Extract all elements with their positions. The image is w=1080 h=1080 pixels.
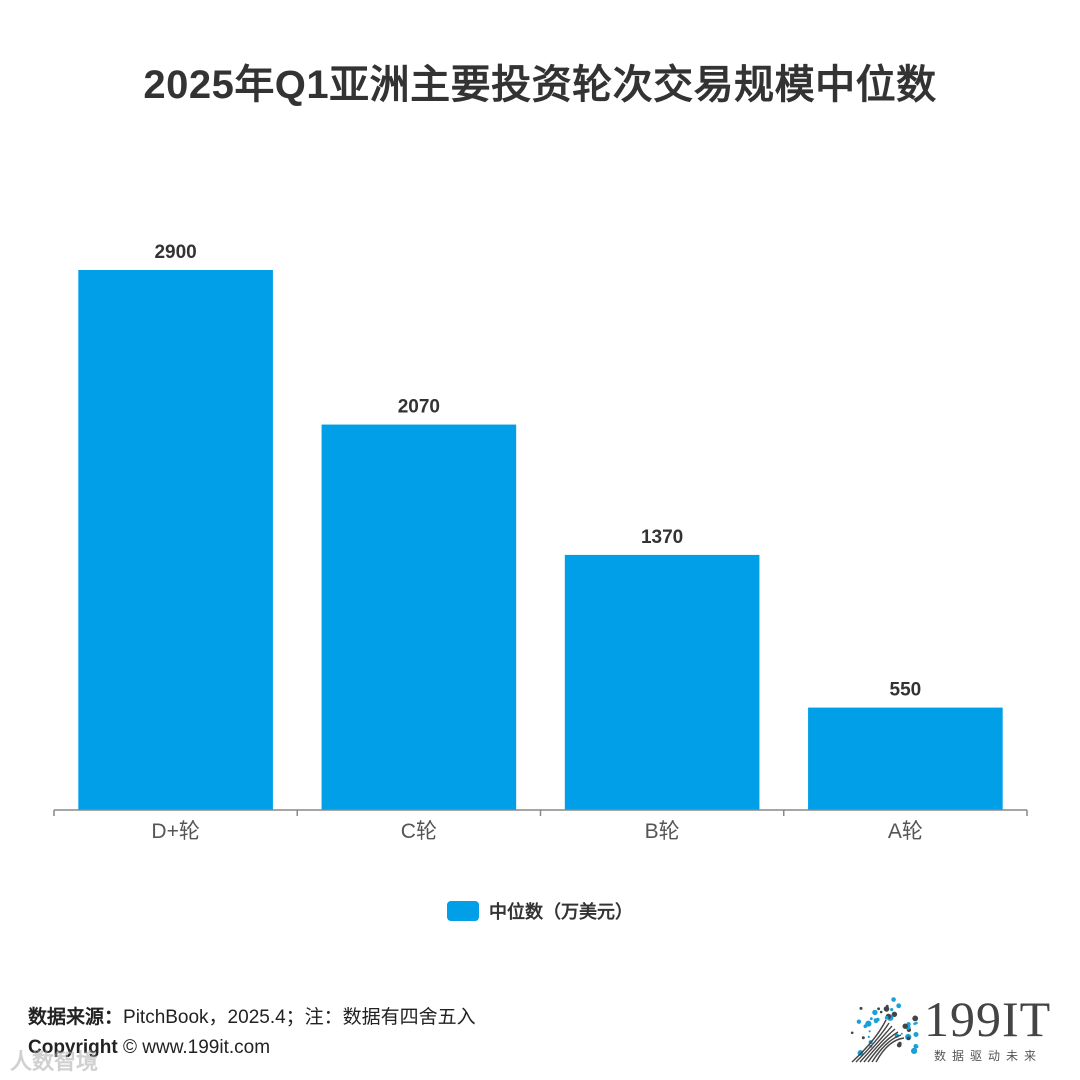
logo-dot xyxy=(879,1010,883,1014)
logo-dot xyxy=(877,1007,880,1011)
legend: 中位数（万美元） xyxy=(0,898,1080,924)
logo-dot xyxy=(912,1015,919,1022)
bar-group xyxy=(78,270,1003,810)
chart-title: 2025年Q1亚洲主要投资轮次交易规模中位数 xyxy=(143,63,937,107)
x-tick-label-3: A轮 xyxy=(888,820,923,843)
watermark: 人数智境 xyxy=(10,1049,99,1074)
legend-label: 中位数（万美元） xyxy=(489,902,633,922)
logo-dot xyxy=(891,997,896,1002)
logo-dot xyxy=(911,1047,918,1054)
bar-3 xyxy=(808,707,1003,810)
logo-stroke xyxy=(855,1022,890,1063)
logo-dot xyxy=(896,1003,902,1009)
data-label-0: 2900 xyxy=(154,242,196,263)
data-label-2: 1370 xyxy=(641,527,683,548)
logo-dot xyxy=(915,1045,919,1049)
logo-dot xyxy=(865,1020,872,1027)
logo-dot xyxy=(875,1017,880,1022)
logo-dot xyxy=(906,1036,911,1041)
bar-2 xyxy=(564,554,760,810)
dandelion-logo-icon xyxy=(850,997,919,1063)
data-label-3: 550 xyxy=(890,680,922,701)
logo-dot xyxy=(902,1023,908,1029)
logo-dot xyxy=(891,1011,898,1017)
logo-stroke xyxy=(867,1031,899,1063)
logo-dot xyxy=(883,1006,890,1012)
copyright-label: Copyright xyxy=(28,1037,118,1058)
logo-dot xyxy=(850,1031,854,1035)
x-tick-label-0: D+轮 xyxy=(151,820,199,843)
logo-stroke xyxy=(871,1034,902,1063)
x-tick-group: D+轮 C轮 B轮 A轮 xyxy=(53,810,1028,843)
logo-text: 199IT xyxy=(924,991,1052,1047)
logo-stroke xyxy=(863,1028,896,1063)
logo-dot xyxy=(900,1032,903,1035)
bar-1 xyxy=(321,424,517,810)
logo-stroke xyxy=(851,1019,887,1063)
legend-swatch xyxy=(447,901,479,921)
logo-stroke xyxy=(875,1037,905,1063)
bar-0 xyxy=(78,270,273,810)
logo-dot xyxy=(856,1019,862,1024)
logo-stroke xyxy=(859,1025,893,1063)
data-label-group: 2900 2070 1370 550 xyxy=(154,242,921,701)
copyright-note: Copyright © www.199it.com xyxy=(28,1037,270,1059)
logo-dot xyxy=(859,1006,863,1010)
logo-dot xyxy=(915,1021,918,1025)
logo-dot xyxy=(913,1032,919,1037)
source-note: 数据来源：PitchBook，2025.4；注：数据有四舍五入 xyxy=(28,1002,476,1029)
x-tick-label-2: B轮 xyxy=(645,820,680,843)
logo: 199IT 数据驱动未来 xyxy=(846,990,1066,1070)
logo-dot xyxy=(861,1036,865,1040)
source-text: PitchBook，2025.4；注：数据有四舍五入 xyxy=(123,1007,476,1028)
copyright-text: © www.199it.com xyxy=(117,1037,271,1058)
logo-tagline: 数据驱动未来 xyxy=(934,1049,1043,1063)
x-tick-label-1: C轮 xyxy=(401,820,437,843)
source-label: 数据来源： xyxy=(28,1007,124,1028)
logo-dot xyxy=(869,1017,873,1021)
logo-dot xyxy=(872,1009,878,1016)
logo-dot xyxy=(868,1030,871,1033)
logo-dot xyxy=(885,1015,889,1020)
logo-dot xyxy=(890,1008,894,1012)
logo-dot xyxy=(867,1035,870,1038)
data-label-1: 2070 xyxy=(398,397,440,418)
logo-dot xyxy=(896,1042,902,1048)
